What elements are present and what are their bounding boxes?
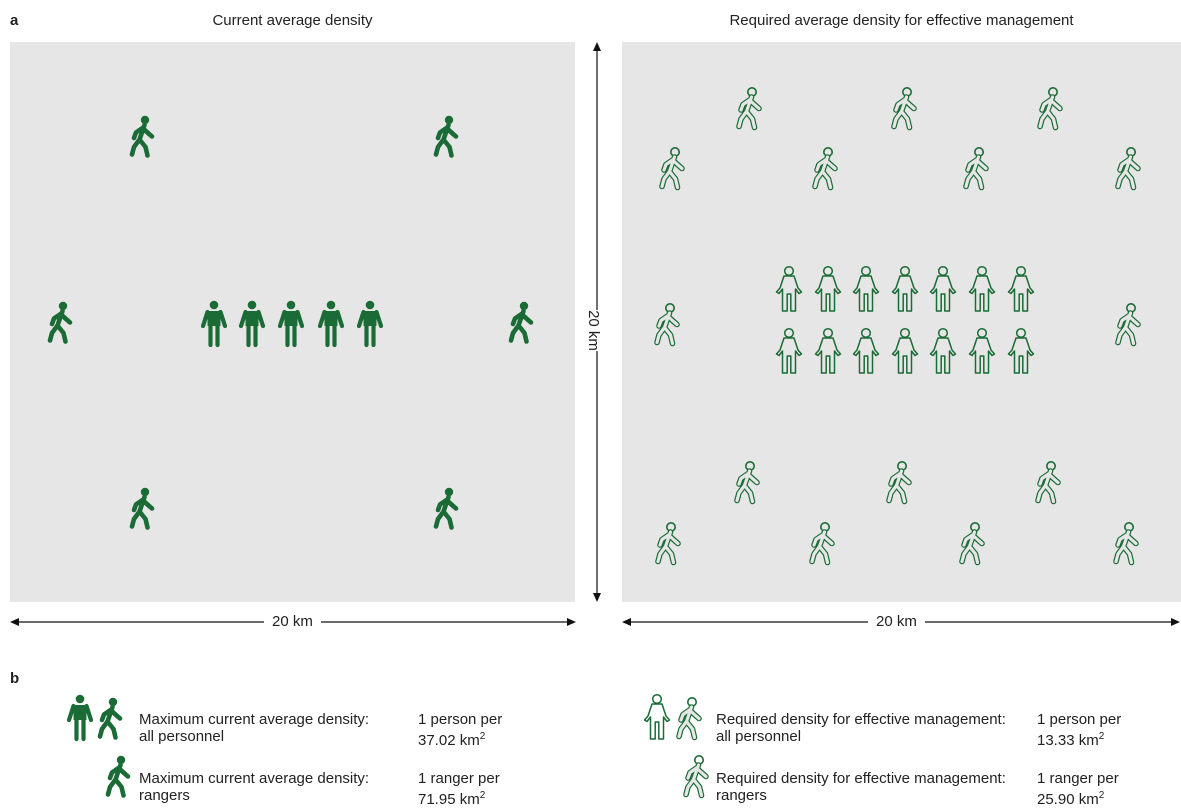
personnel-outline-icon xyxy=(929,327,957,374)
legend-value-line2: 71.95 km2 xyxy=(418,790,486,808)
left-panel-title: Current average density xyxy=(212,12,373,29)
legend-value-line2: 37.02 km2 xyxy=(418,731,486,749)
legend-row-required-rangers: Required density for effective managemen… xyxy=(716,770,1006,804)
ranger-outline-icon xyxy=(894,88,914,128)
ranger-outline-icon xyxy=(739,88,759,128)
legend-value-required-rangers: 1 ranger per 25.90 km2 xyxy=(1037,770,1119,808)
ranger-outline-icon xyxy=(1040,88,1060,128)
personnel-outline-icon xyxy=(891,265,919,312)
personnel-outline-icon xyxy=(891,327,919,374)
legend-value-line1: 1 ranger per xyxy=(418,770,500,787)
ranger-icon xyxy=(132,116,152,156)
legend-title: Maximum current average density: xyxy=(139,711,370,728)
personnel-outline-icon xyxy=(775,327,803,374)
legend-value-current-personnel: 1 person per 37.02 km2 xyxy=(418,711,502,749)
panel-b-label: b xyxy=(10,670,20,687)
ranger-outline-icon xyxy=(657,304,677,344)
legend-value-line1: 1 person per xyxy=(1037,711,1122,728)
legend-subtitle: rangers xyxy=(716,787,767,804)
legend-subtitle: all personnel xyxy=(139,728,225,745)
personnel-icon xyxy=(359,301,381,345)
personnel-outline-icon xyxy=(814,327,842,374)
ranger-outline-icon xyxy=(662,148,682,188)
legend-subtitle: rangers xyxy=(139,787,190,804)
ranger-outline-icon xyxy=(1038,462,1058,502)
ranger-outline-icon xyxy=(1118,304,1138,344)
legend-subtitle: all personnel xyxy=(716,728,802,745)
ranger-icon xyxy=(108,756,128,796)
ranger-icon xyxy=(511,302,531,342)
legend-row-current-personnel: Maximum current average density: all per… xyxy=(139,711,369,745)
right-panel-title: Required average density for effective m… xyxy=(729,12,1074,29)
ranger-outline-icon xyxy=(686,756,706,796)
personnel-icon xyxy=(280,301,302,345)
ranger-icon xyxy=(50,302,70,342)
ranger-icon xyxy=(100,698,120,738)
ranger-outline-icon xyxy=(1116,523,1136,563)
personnel-outline-icon xyxy=(643,693,671,740)
personnel-outline-icon xyxy=(929,265,957,312)
personnel-icon xyxy=(203,301,225,345)
legend-value-current-rangers: 1 ranger per 71.95 km2 xyxy=(418,770,500,808)
personnel-outline-icon xyxy=(775,265,803,312)
ranger-icon xyxy=(436,116,456,156)
personnel-icon xyxy=(320,301,342,345)
personnel-outline-icon xyxy=(1007,327,1035,374)
ranger-icon xyxy=(436,488,456,528)
height-label: 20 km xyxy=(578,310,608,351)
ranger-outline-icon xyxy=(679,698,699,738)
legend-row-current-rangers: Maximum current average density: rangers xyxy=(139,770,369,804)
legend-title: Maximum current average density: xyxy=(139,770,370,787)
ranger-outline-icon xyxy=(737,462,757,502)
ranger-outline-icon xyxy=(812,523,832,563)
legend-value-line2: 25.90 km2 xyxy=(1037,790,1105,808)
personnel-outline-icon xyxy=(852,265,880,312)
ranger-outline-icon xyxy=(815,148,835,188)
legend-value-required-personnel: 1 person per 13.33 km2 xyxy=(1037,711,1121,749)
ranger-outline-icon xyxy=(1118,148,1138,188)
legend-title: Required density for effective managemen… xyxy=(716,711,1006,728)
panel-a-label: a xyxy=(10,12,19,29)
legend-value-line2: 13.33 km2 xyxy=(1037,731,1105,749)
ranger-outline-icon xyxy=(889,462,909,502)
legend-value-line1: 1 ranger per xyxy=(1037,770,1119,787)
required-density-panel xyxy=(622,42,1181,602)
personnel-icon xyxy=(241,301,263,345)
personnel-icon xyxy=(69,695,91,739)
personnel-outline-icon xyxy=(968,265,996,312)
personnel-outline-icon xyxy=(852,327,880,374)
legend-title: Required density for effective managemen… xyxy=(716,770,1006,787)
legend-row-required-personnel: Required density for effective managemen… xyxy=(716,711,1006,745)
ranger-outline-icon xyxy=(658,523,678,563)
right-width-label: 20 km xyxy=(868,613,925,630)
personnel-outline-icon xyxy=(814,265,842,312)
personnel-outline-icon xyxy=(968,327,996,374)
left-width-label: 20 km xyxy=(264,613,321,630)
ranger-outline-icon xyxy=(962,523,982,563)
ranger-icon xyxy=(132,488,152,528)
personnel-outline-icon xyxy=(1007,265,1035,312)
legend-value-line1: 1 person per xyxy=(418,711,503,728)
ranger-outline-icon xyxy=(966,148,986,188)
